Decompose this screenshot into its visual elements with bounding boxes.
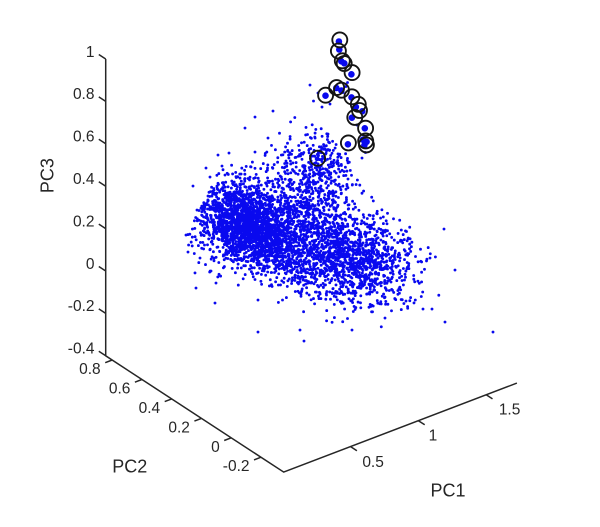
svg-text:0.8: 0.8: [79, 361, 101, 378]
svg-text:1: 1: [86, 44, 95, 61]
svg-text:0: 0: [86, 256, 95, 273]
svg-text:PC2: PC2: [112, 457, 147, 477]
svg-text:PC3: PC3: [38, 158, 58, 193]
svg-text:-0.2: -0.2: [223, 458, 250, 475]
svg-text:0.4: 0.4: [139, 400, 161, 417]
svg-text:0.8: 0.8: [73, 86, 95, 103]
svg-text:-0.2: -0.2: [68, 298, 95, 315]
svg-text:0.4: 0.4: [73, 171, 95, 188]
svg-text:PC1: PC1: [430, 481, 465, 501]
svg-text:1: 1: [429, 428, 438, 445]
svg-text:0.2: 0.2: [168, 419, 190, 436]
svg-text:0: 0: [211, 439, 220, 456]
svg-text:0.5: 0.5: [362, 454, 384, 471]
svg-text:0.6: 0.6: [73, 129, 95, 146]
svg-text:1.5: 1.5: [499, 401, 521, 418]
svg-text:-0.4: -0.4: [68, 341, 95, 358]
svg-text:0.6: 0.6: [109, 381, 131, 398]
svg-text:0.2: 0.2: [73, 213, 95, 230]
